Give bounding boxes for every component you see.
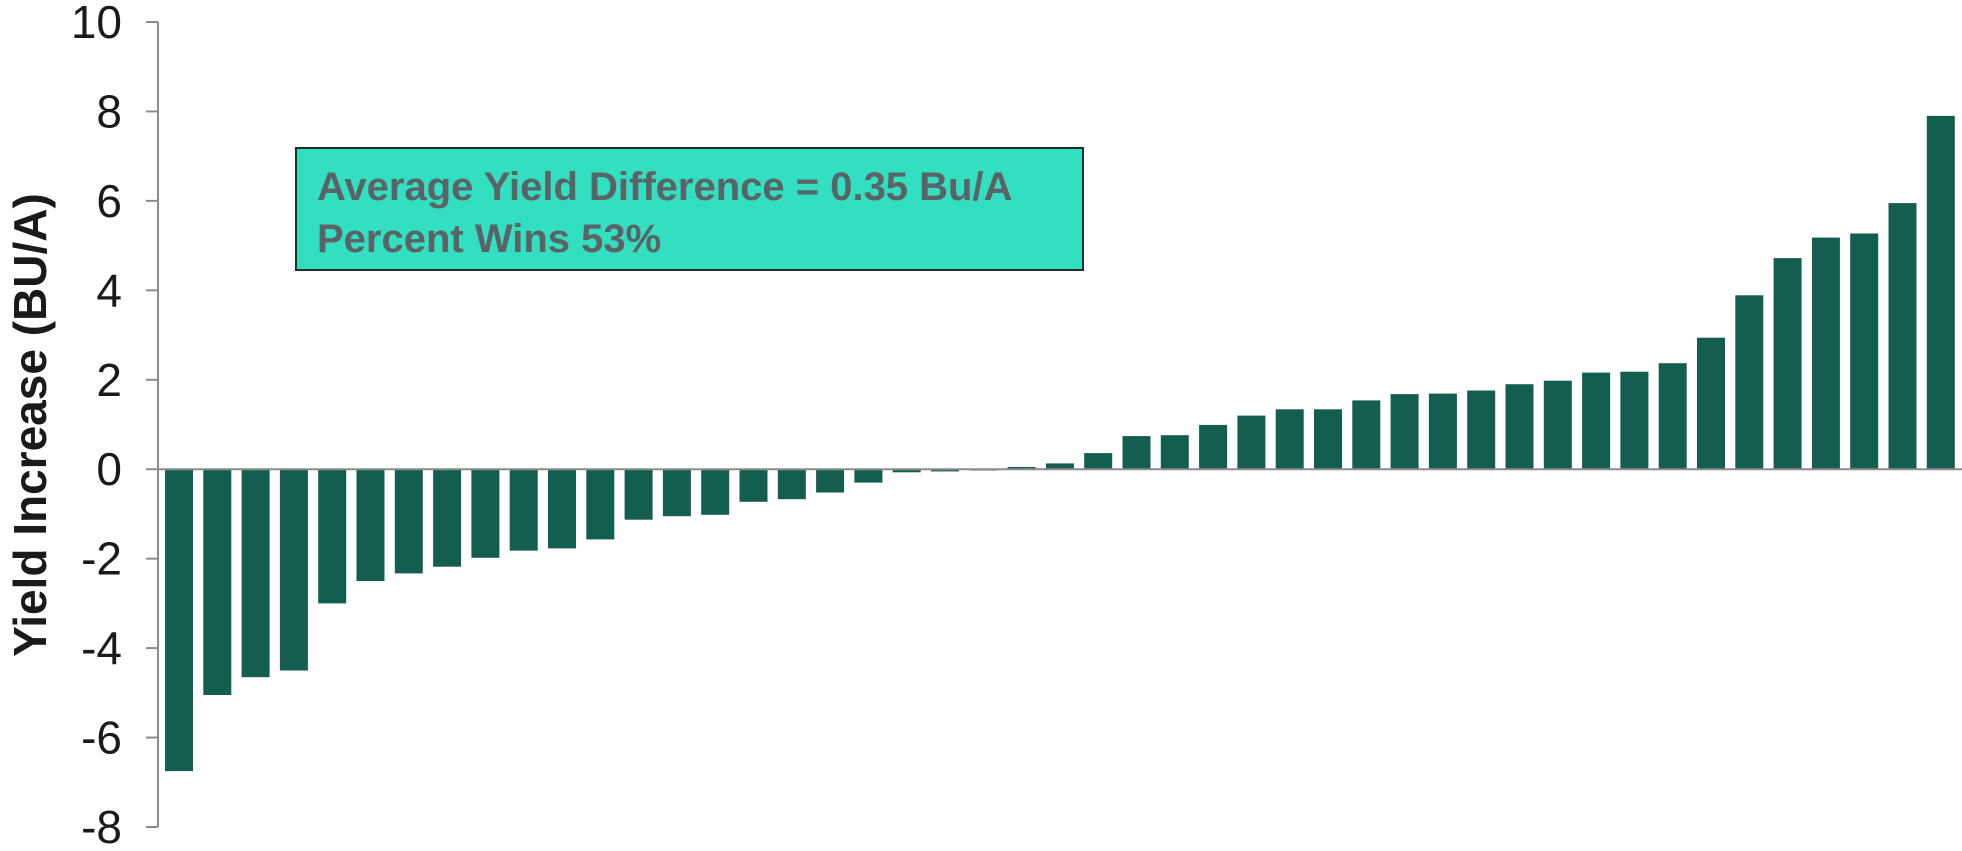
bar — [1888, 203, 1917, 470]
bar — [1390, 394, 1419, 470]
y-axis-label: Yield Increase (BU/A) — [4, 193, 56, 657]
bar — [701, 469, 730, 515]
y-tick-label: 8 — [96, 85, 122, 137]
bar — [1505, 384, 1534, 470]
bar — [279, 469, 308, 671]
percent-wins-text: Percent Wins 53% — [317, 217, 662, 261]
bar — [854, 469, 883, 483]
bar — [816, 469, 845, 493]
bar — [165, 469, 193, 772]
bar — [241, 469, 270, 678]
bar — [1199, 424, 1228, 470]
bar — [1275, 409, 1304, 470]
bar — [318, 469, 347, 604]
bar — [624, 469, 653, 520]
bar — [203, 469, 232, 695]
y-tick-label: 2 — [96, 354, 122, 406]
bar — [1697, 337, 1725, 470]
bar — [1237, 415, 1266, 470]
bar — [662, 469, 691, 517]
bar — [1428, 393, 1457, 470]
y-tick-label: -6 — [81, 712, 122, 764]
bar — [1314, 409, 1342, 470]
bar — [1658, 363, 1687, 470]
bar — [777, 469, 806, 500]
bar — [1467, 390, 1496, 470]
y-tick-label: 4 — [96, 264, 122, 316]
bar — [1926, 115, 1955, 470]
bar — [1773, 258, 1802, 470]
bar — [394, 469, 423, 574]
bar — [1352, 400, 1381, 470]
y-tick-label: -2 — [81, 533, 122, 585]
annotation-box: Average Yield Difference = 0.35 Bu/A Per… — [295, 147, 1084, 271]
bar — [1160, 435, 1189, 470]
bar — [1620, 371, 1649, 470]
y-tick-label: -8 — [81, 801, 122, 851]
bar — [509, 469, 538, 551]
bar — [471, 469, 500, 558]
bar — [739, 469, 768, 502]
y-tick-label: 0 — [96, 443, 122, 495]
y-tick-label: -4 — [81, 622, 122, 674]
y-tick-label: 10 — [71, 0, 122, 48]
bar-layer — [165, 115, 1955, 772]
bar — [931, 469, 959, 472]
bar — [586, 469, 615, 540]
bar — [1735, 295, 1764, 470]
y-tick-label: 6 — [96, 175, 122, 227]
bar — [356, 469, 385, 581]
bar — [892, 469, 921, 473]
bar — [433, 469, 462, 567]
bar — [1811, 237, 1840, 470]
bar — [1582, 372, 1611, 470]
average-yield-text: Average Yield Difference = 0.35 Bu/A — [317, 165, 1013, 209]
bar — [1122, 436, 1151, 470]
bar — [1850, 233, 1879, 470]
bar — [1007, 467, 1036, 470]
bar — [1045, 463, 1074, 470]
bar — [1084, 453, 1113, 470]
bar — [548, 469, 576, 549]
axis-layer: 10 8 6 4 2 0 -2 -4 -6 -8 — [71, 0, 159, 851]
bar — [1543, 380, 1572, 470]
